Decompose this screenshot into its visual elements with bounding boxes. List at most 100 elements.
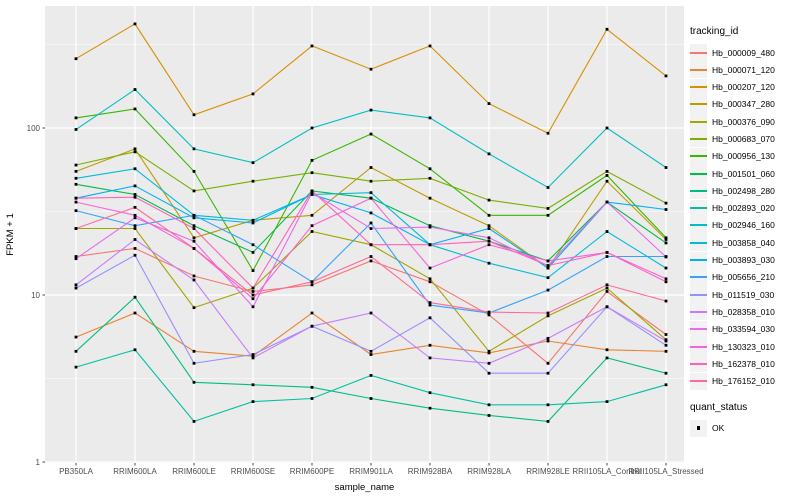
data-point (428, 44, 432, 48)
data-point (74, 176, 78, 180)
data-point (605, 356, 609, 360)
legend-item-label: Hb_003858_040 (712, 237, 775, 248)
data-point (487, 371, 491, 375)
data-point (487, 152, 491, 156)
legend-item: Hb_002893_020 (690, 199, 800, 217)
legend-item-label: Hb_000207_120 (712, 82, 775, 93)
data-point (664, 299, 668, 303)
legend-item: Hb_176152_010 (690, 372, 800, 390)
legend-item: Hb_000376_090 (690, 113, 800, 131)
data-point (428, 277, 432, 281)
data-point (74, 196, 78, 200)
data-point (369, 374, 373, 377)
data-point (428, 116, 432, 120)
data-point (369, 108, 373, 112)
data-point (369, 227, 373, 230)
data-point (369, 67, 373, 71)
legend-item: Hb_011519_030 (690, 286, 800, 304)
data-point (133, 22, 137, 26)
data-point (310, 324, 314, 328)
data-point (310, 311, 314, 315)
legend-item-label: Hb_130323_010 (712, 341, 775, 352)
data-point (310, 385, 314, 389)
data-point (369, 221, 373, 225)
data-point (428, 280, 432, 284)
legend-item: Hb_028358_010 (690, 303, 800, 321)
data-point (133, 193, 137, 196)
legend-line-swatch (690, 259, 707, 262)
legend-item-label: Hb_003893_030 (712, 255, 775, 266)
data-point (664, 241, 668, 245)
x-tick-label: RRIM928LA (467, 467, 511, 476)
data-point (133, 224, 137, 228)
data-point (192, 227, 196, 230)
data-point (605, 400, 609, 403)
plot-panel (45, 6, 684, 463)
x-tick-label: RRIM600PE (290, 467, 334, 476)
data-point (310, 126, 314, 130)
data-point (664, 166, 668, 169)
data-point (133, 213, 137, 217)
legend-item: Hb_002498_280 (690, 182, 800, 200)
data-point (310, 280, 314, 284)
legend-item-label: Hb_000956_130 (712, 151, 775, 162)
data-point (310, 397, 314, 400)
legend-line-swatch (690, 345, 707, 348)
data-point (487, 224, 491, 228)
data-point (74, 169, 78, 173)
legend-line-swatch (690, 189, 707, 192)
data-point (251, 250, 255, 254)
data-point (369, 196, 373, 200)
legend-line-swatch (690, 137, 707, 140)
legend-key (690, 303, 707, 321)
legend-line-swatch (690, 207, 707, 210)
quant-legend-item: OK (690, 419, 800, 437)
data-point (310, 283, 314, 287)
data-point (546, 276, 550, 280)
data-point (546, 339, 550, 343)
data-point (487, 361, 491, 365)
data-point (133, 147, 137, 151)
data-point (664, 208, 668, 211)
legend-item: Hb_000009_480 (690, 44, 800, 61)
data-point (487, 236, 491, 240)
legend-item: Hb_162378_010 (690, 355, 800, 373)
data-point (74, 257, 78, 261)
legend-line-swatch (690, 224, 707, 227)
data-point (133, 253, 137, 257)
y-axis-title: FPKM + 1 (5, 213, 16, 256)
data-point (369, 397, 373, 400)
data-point (310, 193, 314, 196)
data-point (369, 166, 373, 169)
legend-line-swatch (690, 103, 707, 106)
data-point (192, 236, 196, 240)
data-point (546, 259, 550, 263)
data-point (74, 283, 78, 287)
data-point (310, 171, 314, 175)
data-point (487, 261, 491, 265)
data-point (251, 161, 255, 165)
data-point (605, 290, 609, 293)
data-point (546, 186, 550, 189)
legend-line-swatch (690, 120, 707, 123)
x-tick-label: RRII105LA_Stressed (628, 467, 703, 476)
legend-line-swatch (690, 380, 707, 383)
data-point (74, 116, 78, 120)
data-point (310, 224, 314, 228)
data-point (133, 167, 137, 171)
data-point (546, 403, 550, 407)
data-point (546, 213, 550, 217)
data-point (605, 230, 609, 233)
data-point (487, 213, 491, 217)
data-point (133, 227, 137, 230)
legend-item-label: Hb_002893_020 (712, 203, 775, 214)
legend-item: Hb_000347_280 (690, 95, 800, 113)
data-point (605, 169, 609, 173)
data-point (664, 333, 668, 336)
data-point (251, 305, 255, 309)
data-point (664, 349, 668, 353)
data-point (664, 280, 668, 284)
data-point (133, 247, 137, 250)
data-point (605, 174, 609, 177)
